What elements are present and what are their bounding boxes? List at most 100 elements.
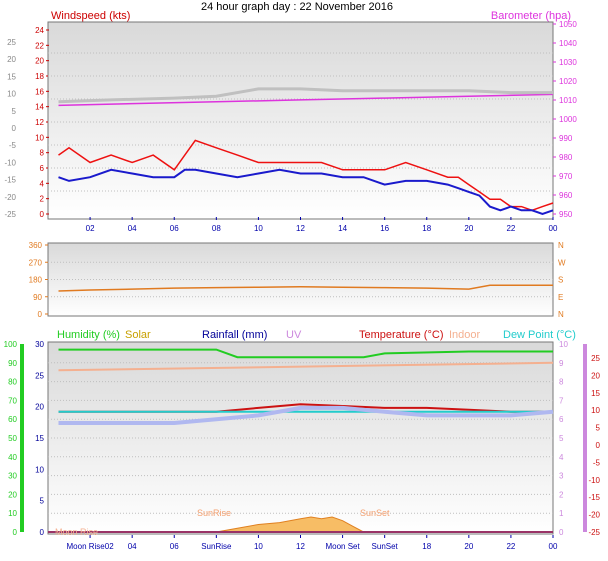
humidity-tick-label: 40: [8, 453, 17, 462]
bottom-x-tick-label: 18: [422, 542, 431, 551]
direction-series: [58, 284, 553, 292]
windspeed-tick-label: 18: [35, 72, 44, 81]
uv-tick-label: 0: [559, 528, 564, 537]
humidity-tick-label: 50: [8, 434, 17, 443]
barometer-tick-label: 980: [559, 153, 573, 162]
barometer-tick-label: 950: [559, 210, 573, 219]
humidity-tick-label: 60: [8, 415, 17, 424]
barometer-tick-label: 1010: [559, 96, 577, 105]
series-baro-line: [58, 93, 554, 107]
temperature-y-axis: 25 20 15 10 5 0 -5 -10 -15 -20 -25: [583, 344, 601, 537]
barometer-tick-label: 1030: [559, 58, 577, 67]
outer-tick-label: -5: [9, 141, 17, 150]
humidity-tick-label: 90: [8, 359, 17, 368]
windspeed-tick-label: 24: [35, 26, 44, 35]
outer-y-axis: 25 20 15 10 5 0 -5 -10 -15 -20 -25: [4, 38, 16, 219]
barometer-tick-label: 1000: [559, 115, 577, 124]
outer-tick-label: 5: [12, 107, 17, 116]
bottom-x-tick-label: 20: [464, 542, 473, 551]
temperature-tick-label: 5: [596, 424, 601, 433]
temp-humidity-panel: Humidity (%) Solar Rainfall (mm) UV Temp…: [4, 329, 601, 551]
outer-tick-label: -15: [4, 176, 16, 185]
rainfall-tick-label: 5: [40, 497, 45, 506]
wind-series: [58, 87, 554, 216]
uv-tick-label: 8: [559, 378, 564, 387]
series-dewBand-line: [58, 405, 554, 425]
windspeed-tick-label: 14: [35, 103, 44, 112]
barometer-y-axis: 1050 1040 1030 1020 1010 1000 990 980 970 960 950: [553, 20, 577, 219]
direction-tick-label: 180: [29, 276, 43, 285]
x-axis-hours: 02 04 06 08 10 12 14 16 18 20 22 00: [86, 217, 558, 233]
barometer-tick-label: 970: [559, 172, 573, 181]
uv-tick-label: 7: [559, 396, 564, 405]
humidity-tick-label: 100: [4, 340, 18, 349]
windspeed-tick-label: 4: [40, 179, 45, 188]
temperature-tick-label: -15: [588, 493, 600, 502]
temperature-tick-label: -5: [593, 458, 601, 467]
rainfall-tick-label: 0: [40, 528, 45, 537]
rainfall-tick-label: 30: [35, 340, 44, 349]
wind-panel-bg: [47, 21, 554, 220]
uv-tick-label: 9: [559, 359, 564, 368]
series-direction-line: [58, 284, 553, 292]
bottom-x-tick-label: 04: [128, 542, 137, 551]
bottom-x-tick-label: 22: [506, 542, 515, 551]
windspeed-tick-label: 22: [35, 41, 44, 50]
series-wind-line: [58, 139, 554, 212]
direction-gridlines: [48, 261, 553, 298]
x-tick-label: 06: [170, 224, 179, 233]
x-tick-label: 00: [549, 224, 558, 233]
temp-series: [48, 348, 554, 533]
sunrise-annotation: SunRise: [197, 508, 231, 518]
barometer-legend: Barometer (hpa): [491, 10, 571, 22]
dewpoint-legend: Dew Point (°C): [503, 329, 576, 341]
humidity-tick-label: 0: [13, 528, 18, 537]
temperature-legend: Temperature (°C): [359, 329, 443, 341]
series-gust-line: [58, 168, 554, 216]
uv-tick-label: 10: [559, 340, 568, 349]
rainfall-tick-label: 20: [35, 403, 44, 412]
x-tick-label: 18: [422, 224, 431, 233]
direction-tick-label: 0: [38, 310, 43, 319]
humidity-tick-label: 10: [8, 509, 17, 518]
uv-axis-bar: [583, 344, 587, 532]
barometer-tick-label: 1020: [559, 77, 577, 86]
outer-tick-label: -20: [4, 193, 16, 202]
humidity-tick-label: 80: [8, 378, 17, 387]
chart-title: 24 hour graph day : 22 November 2016: [201, 1, 393, 13]
outer-tick-label: -10: [4, 158, 16, 167]
bottom-x-tick-label: 10: [254, 542, 263, 551]
rainfall-legend: Rainfall (mm): [202, 329, 267, 341]
uv-tick-label: 6: [559, 415, 564, 424]
x-tick-label: 02: [86, 224, 95, 233]
windspeed-tick-label: 8: [40, 149, 45, 158]
bottom-x-tick-label: 12: [296, 542, 305, 551]
compass-tick-label: N: [558, 310, 564, 319]
series-humidity-line: [58, 348, 553, 359]
compass-tick-label: E: [558, 293, 563, 302]
humidity-legend: Humidity (%): [57, 329, 120, 341]
windspeed-tick-label: 0: [40, 210, 45, 219]
x-tick-label: 08: [212, 224, 221, 233]
outer-tick-label: 15: [7, 72, 16, 81]
x-tick-label: 20: [464, 224, 473, 233]
series-solarFill-line: [216, 516, 364, 533]
temperature-tick-label: 15: [591, 389, 600, 398]
direction-tick-label: 90: [33, 293, 42, 302]
windspeed-tick-label: 20: [35, 57, 44, 66]
windspeed-tick-label: 6: [40, 164, 45, 173]
temperature-tick-label: 0: [596, 441, 601, 450]
uv-tick-label: 2: [559, 490, 564, 499]
bottom-x-tick-label: 06: [170, 542, 179, 551]
humidity-tick-label: 20: [8, 490, 17, 499]
sunset-annotation: SunSet: [360, 508, 390, 518]
x-tick-label: 12: [296, 224, 305, 233]
outer-tick-label: 25: [7, 38, 16, 47]
solar-legend: Solar: [125, 329, 151, 341]
bottom-x-tick-label: SunSet: [372, 542, 399, 551]
humidity-tick-label: 70: [8, 396, 17, 405]
direction-y-axis: 360 270 180 90 0: [29, 241, 48, 319]
